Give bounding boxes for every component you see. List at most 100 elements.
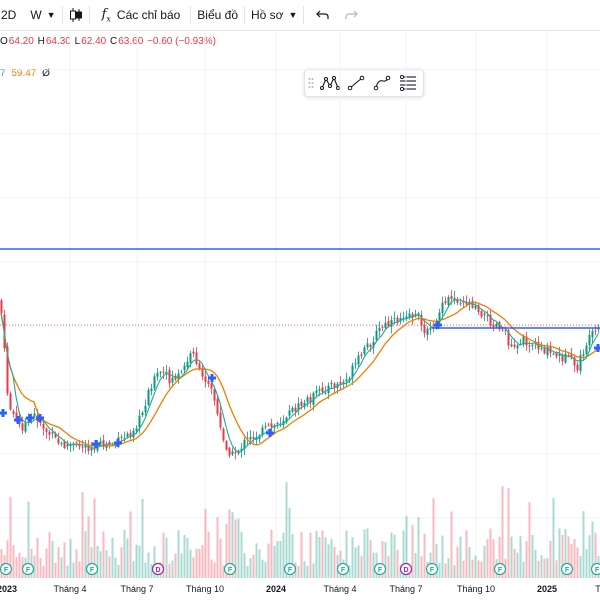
candle-body <box>123 438 126 440</box>
volume-bar <box>480 561 483 578</box>
event-circle <box>399 562 413 576</box>
volume-bar <box>567 536 570 578</box>
volume-bar <box>267 543 270 578</box>
candle-body <box>372 341 375 348</box>
candle-body <box>588 335 591 346</box>
signal-cross-icon <box>14 416 22 424</box>
divider <box>61 6 63 24</box>
candles-button[interactable] <box>63 0 89 30</box>
candlestick-series <box>0 290 600 460</box>
volume-bar <box>333 546 336 578</box>
earnings-event-icon: F <box>336 562 350 576</box>
candle-body <box>423 325 426 334</box>
curve-tool-button[interactable] <box>369 71 395 95</box>
volume-bar <box>540 555 543 578</box>
candle-body <box>387 320 390 326</box>
volume-bar <box>117 564 120 578</box>
volume-bar <box>138 545 141 578</box>
volume-bar <box>93 498 96 578</box>
volume-bar <box>288 507 291 578</box>
volume-bar <box>393 534 396 578</box>
candle-body <box>501 329 504 331</box>
candle-body <box>441 302 444 313</box>
pattern-tool-button[interactable] <box>317 71 343 95</box>
event-label: F <box>565 567 570 574</box>
volume-bar <box>132 560 135 578</box>
candle-body <box>306 397 309 403</box>
profile-menu-button[interactable]: Hồ sơ ▼ <box>245 0 303 30</box>
volume-bar <box>48 531 51 578</box>
candle-body <box>207 380 210 384</box>
candle-body <box>474 305 477 309</box>
candle-body <box>360 354 363 356</box>
volume-bar <box>477 560 480 578</box>
volume-bar <box>543 558 546 578</box>
candle-body <box>291 407 294 412</box>
candle-body <box>363 347 366 355</box>
chart-style-selector[interactable]: W ▼ <box>22 0 61 30</box>
candle-body <box>528 345 531 347</box>
volume-bar <box>411 524 414 578</box>
candle-body <box>477 305 480 312</box>
volume-bar <box>261 559 264 578</box>
candle-body <box>267 424 270 426</box>
candle-body <box>201 367 204 377</box>
volume-bar <box>51 540 54 578</box>
candle-body <box>90 447 93 451</box>
candle-body <box>231 451 234 455</box>
redo-button[interactable] <box>336 0 364 30</box>
candle-body <box>189 353 192 363</box>
chart-menu-button[interactable]: Biểu đồ <box>191 0 244 30</box>
ohlc-legend: O64.20 H64.30 L62.40 C63.60 −0.60 (−0.93… <box>0 36 217 47</box>
volume-bar <box>522 561 525 578</box>
earnings-event-icon: F <box>373 562 387 576</box>
volume-bar <box>453 565 456 578</box>
trend-line-tool-button[interactable] <box>343 71 369 95</box>
earnings-event-icon: F <box>85 562 99 576</box>
event-label: F <box>498 567 503 574</box>
candle-body <box>147 390 150 405</box>
candle-body <box>9 393 12 410</box>
ma-fast-value: 7 <box>0 68 6 79</box>
volume-bar <box>507 488 510 578</box>
divider <box>190 6 192 24</box>
volume-bar <box>513 548 516 578</box>
candle-body <box>405 316 408 319</box>
volume-bar <box>537 560 540 578</box>
candle-body <box>513 344 516 347</box>
event-label: F <box>430 567 435 574</box>
signal-cross-icon <box>208 374 216 382</box>
volume-bar <box>147 552 150 578</box>
event-circle <box>590 562 600 576</box>
event-circle <box>21 562 35 576</box>
volume-bar <box>276 541 279 578</box>
volume-bar <box>120 547 123 578</box>
drag-handle-icon[interactable] <box>305 70 317 96</box>
volume-bar <box>519 535 522 578</box>
close-value: 63.60 <box>118 36 144 47</box>
event-circle <box>373 562 387 576</box>
change-value: −0.60 (−0.93%) <box>147 36 216 47</box>
volume-bar <box>66 565 69 578</box>
candle-body <box>81 446 84 448</box>
candle-body <box>558 353 561 356</box>
volume-bar <box>105 550 108 578</box>
candle-body <box>483 313 486 315</box>
candle-body <box>33 413 36 417</box>
candle-body <box>354 363 357 365</box>
candle-body <box>573 357 576 366</box>
volume-bar <box>441 535 444 578</box>
x-axis-label: 2025 <box>536 584 558 594</box>
ma-fast-line <box>0 299 599 453</box>
profile-label: Hồ sơ <box>251 8 284 22</box>
volume-bar <box>162 532 165 578</box>
candle-body <box>447 297 450 305</box>
indicators-button[interactable]: fx Các chỉ báo <box>90 0 187 30</box>
candle-body <box>279 423 282 425</box>
candle-body <box>510 344 513 347</box>
undo-button[interactable] <box>304 0 336 30</box>
candle-body <box>93 448 96 450</box>
signal-cross-icon <box>26 414 34 422</box>
interval-selector[interactable]: 2D <box>0 0 22 30</box>
